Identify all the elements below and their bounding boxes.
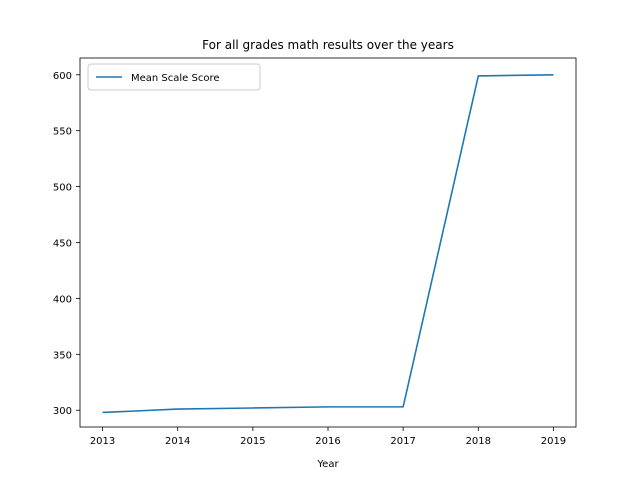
data-point [478,75,480,77]
data-point [327,406,329,408]
legend-box [87,63,261,91]
legend: Mean Scale Score [87,63,261,91]
series-line [102,73,554,414]
x-axis-label: Year [316,459,339,470]
data-point [553,74,555,76]
y-tick-label: 450 [53,239,72,250]
x-tick-label: 2014 [165,436,190,447]
y-tick-label: 300 [53,406,72,417]
y-tick-label: 400 [53,294,72,305]
y-tick-label: 550 [53,127,72,138]
x-tick-label: 2015 [240,436,265,447]
x-tick-label: 2016 [315,436,340,447]
y-tick-label: 350 [53,350,72,361]
x-tick-label: 2018 [466,436,491,447]
data-point [402,406,404,408]
data-point [102,412,104,414]
data-point [252,407,254,409]
y-tick-label: 600 [53,71,72,82]
axes-frame [79,57,577,428]
legend-label: Mean Scale Score [131,73,220,84]
y-tick-label: 500 [53,183,72,194]
x-tick-label: 2017 [390,436,415,447]
x-tick-label: 2019 [541,436,566,447]
data-point [177,408,179,410]
x-tick-label: 2013 [90,436,115,447]
plot-area: 2013 2014 2015 2016 2017 2018 2019 300 350 400 450… [53,57,577,447]
chart-title: For all grades math results over the yea… [202,38,454,52]
